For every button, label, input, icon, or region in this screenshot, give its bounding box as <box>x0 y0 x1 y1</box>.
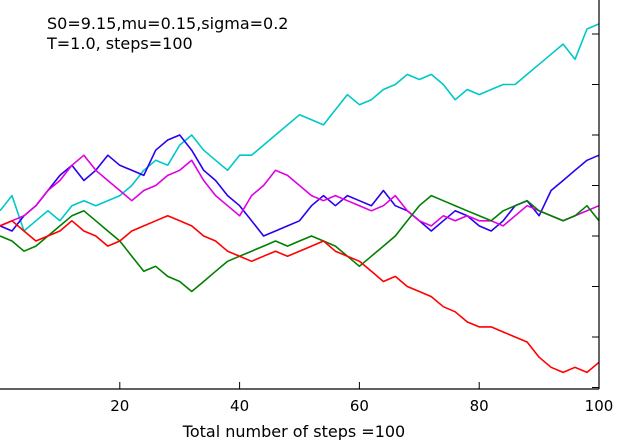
annotation-line-1: S0=9.15,mu=0.15,sigma=0.2 <box>47 14 288 33</box>
annotation-line-2: T=1.0, steps=100 <box>46 34 193 53</box>
series-line-5 <box>0 215 600 374</box>
x-tick-label: 100 <box>585 397 614 415</box>
series-line-4 <box>0 194 600 293</box>
series-line-3 <box>0 154 600 227</box>
series-layer <box>0 23 600 374</box>
ticks-layer: 20 40 60 80 100 <box>110 33 614 415</box>
series-line-1 <box>0 23 600 232</box>
x-tick-label: 60 <box>350 397 369 415</box>
x-axis-label: Total number of steps =100 <box>182 422 405 440</box>
x-tick-label: 40 <box>230 397 249 415</box>
x-tick-label: 80 <box>470 397 489 415</box>
x-tick-label: 20 <box>110 397 129 415</box>
axes-layer <box>0 0 600 390</box>
